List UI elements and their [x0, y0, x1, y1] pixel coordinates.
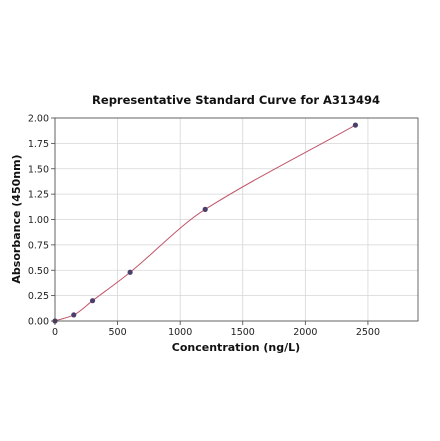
y-tick-label: 1.00: [28, 215, 49, 226]
x-axis-ticks: 0 500 1000 1500 2000 2500: [52, 321, 380, 338]
fit-curve: [54, 124, 356, 322]
data-point: [89, 298, 96, 304]
y-tick-label: 2.00: [28, 114, 49, 125]
chart-title: Representative Standard Curve for A31349…: [92, 93, 380, 107]
y-axis-label: Absorbance (450nm): [10, 154, 23, 283]
y-tick-label: 1.50: [28, 164, 49, 175]
y-tick-label: 1.25: [28, 190, 49, 201]
x-axis-label: Concentration (ng/L): [172, 341, 300, 354]
y-tick-label: 0.75: [28, 240, 49, 251]
x-tick-label: 1000: [168, 327, 192, 338]
x-tick-label: 0: [52, 327, 58, 338]
x-tick-label: 2000: [293, 327, 317, 338]
y-tick-label: 0.25: [28, 291, 49, 302]
data-point: [352, 122, 359, 128]
data-point: [71, 312, 77, 318]
y-tick-label: 1.75: [28, 139, 49, 150]
y-tick-label: 0.00: [28, 317, 49, 328]
x-tick-label: 2500: [356, 327, 380, 338]
data-points: [52, 122, 359, 324]
x-tick-label: 1500: [231, 327, 255, 338]
y-axis-ticks: 0.00 0.25 0.50 0.75 1.00 1.25 1.50 1.75 2.00: [28, 114, 55, 328]
data-point: [127, 269, 133, 275]
data-point: [202, 206, 208, 212]
gridlines: [54, 117, 418, 322]
y-tick-label: 0.50: [28, 266, 49, 277]
x-tick-label: 500: [109, 327, 127, 338]
